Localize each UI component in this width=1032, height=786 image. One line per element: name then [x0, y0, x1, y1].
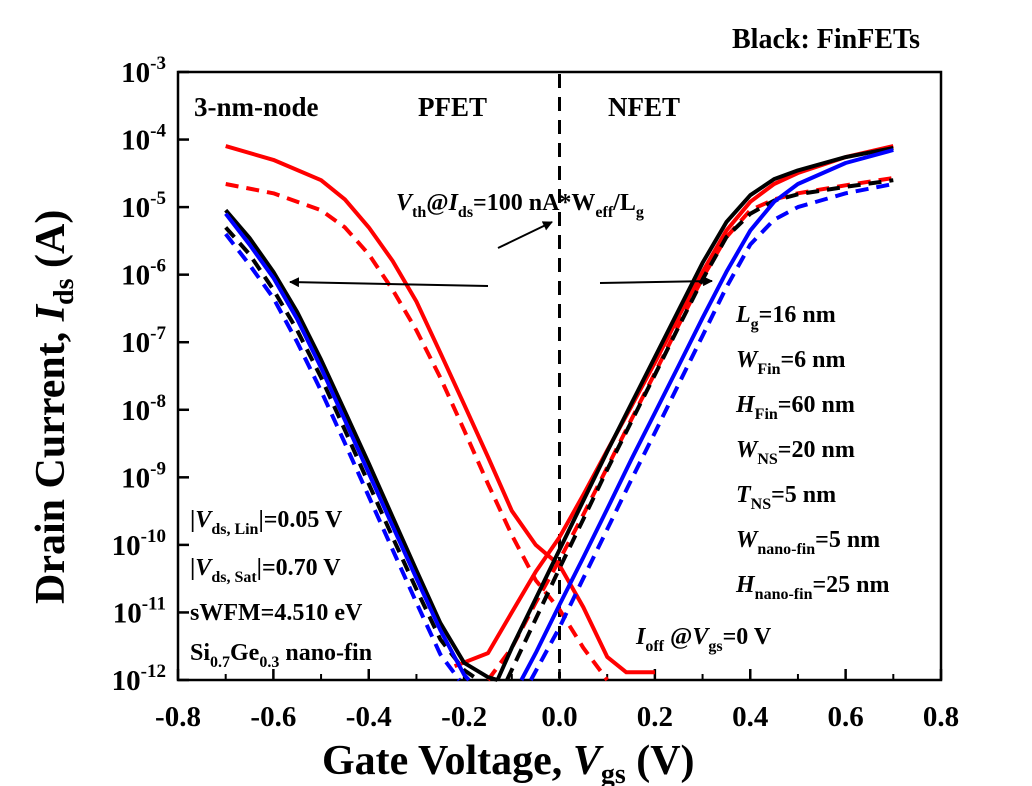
series-black-dashed-7 [505, 178, 894, 681]
node-label: 3-nm-node [194, 92, 319, 122]
x-tick-label: 0.2 [637, 701, 673, 733]
series-black-solid-0 [224, 208, 499, 682]
x-tick-label: -0.8 [155, 701, 201, 733]
y-axis-title: Drain Current, Ids (A) [28, 210, 80, 604]
series-black-solid-6 [495, 146, 894, 681]
x-tick-label: -0.4 [346, 701, 392, 733]
series-blue-solid-2 [224, 212, 471, 682]
ioff-annotation: Ioff @Vgs=0 V [635, 624, 772, 655]
y-tick-label: 10-7 [121, 323, 166, 359]
x-tick-label: -0.2 [441, 701, 487, 733]
y-tick-label: 10-9 [121, 458, 166, 494]
vds-lin: |Vds, Lin|=0.05 V [190, 507, 343, 538]
bias-conditions: |Vds, Lin|=0.05 V |Vds, Sat|=0.70 V sWFM… [190, 507, 372, 671]
x-tick-label: 0.0 [541, 701, 577, 733]
x-tick-label: 0.4 [732, 701, 768, 733]
param-wfin: WFin=6 nm [736, 347, 845, 378]
param-hfin: HFin=60 nm [735, 392, 855, 423]
top-legend: Black: FinFETs [732, 24, 920, 55]
y-tick-label: 10-12 [112, 661, 166, 697]
param-tns: TNS=5 nm [736, 482, 836, 513]
y-tick-labels: 10-3 10-4 10-5 10-6 10-7 10-8 10-9 10-10 10-11 10… [112, 53, 167, 697]
swfm: sWFM=4.510 eV [190, 600, 363, 626]
y-tick-label: 10-3 [121, 53, 166, 89]
material: Si0.7Ge0.3 nano-fin [190, 640, 372, 671]
series-blue-solid-8 [519, 148, 894, 681]
device-parameters: Lg=16 nm WFin=6 nm HFin=60 nm WNS=20 nm … [735, 302, 889, 603]
x-axis-title: Gate Voltage, Vgs (V) [322, 738, 695, 786]
x-tick-label: 0.8 [923, 701, 959, 733]
curves [224, 144, 894, 682]
x-tick-labels: -0.8 -0.6 -0.4 -0.2 0.0 0.2 0.4 0.6 0.8 [155, 701, 959, 733]
y-tick-label: 10-11 [113, 593, 166, 629]
y-tick-label: 10-5 [121, 188, 166, 224]
x-tick-label: 0.6 [828, 701, 864, 733]
series-red-solid-4 [225, 144, 655, 675]
nfet-label: NFET [608, 92, 680, 122]
param-wns: WNS=20 nm [736, 437, 855, 468]
vth-arrow-up [497, 221, 553, 249]
pfet-label: PFET [418, 92, 487, 122]
series-blue-dashed-9 [529, 182, 894, 681]
y-tick-label: 10-10 [112, 526, 166, 562]
vds-sat: |Vds, Sat|=0.70 V [190, 555, 341, 586]
x-tick-label: -0.6 [250, 701, 296, 733]
vth-arrow-left [289, 277, 489, 288]
y-tick-label: 10-4 [121, 121, 166, 157]
series-red-solid-10 [453, 144, 894, 669]
param-lg: Lg=16 nm [735, 302, 836, 333]
vth-arrow-right [599, 276, 713, 287]
vth-annotation: Vth@Ids=100 nA*Weff/Lg [396, 190, 644, 221]
param-hnanofin: Hnano-fin=25 nm [735, 572, 889, 603]
series-red-dashed-5 [225, 182, 609, 682]
series-blue-dashed-3 [224, 232, 462, 682]
param-wnanofin: Wnano-fin=5 nm [736, 527, 880, 558]
series-black-dashed-1 [224, 226, 480, 682]
y-tick-label: 10-6 [121, 256, 166, 292]
y-tick-label: 10-8 [121, 391, 166, 427]
